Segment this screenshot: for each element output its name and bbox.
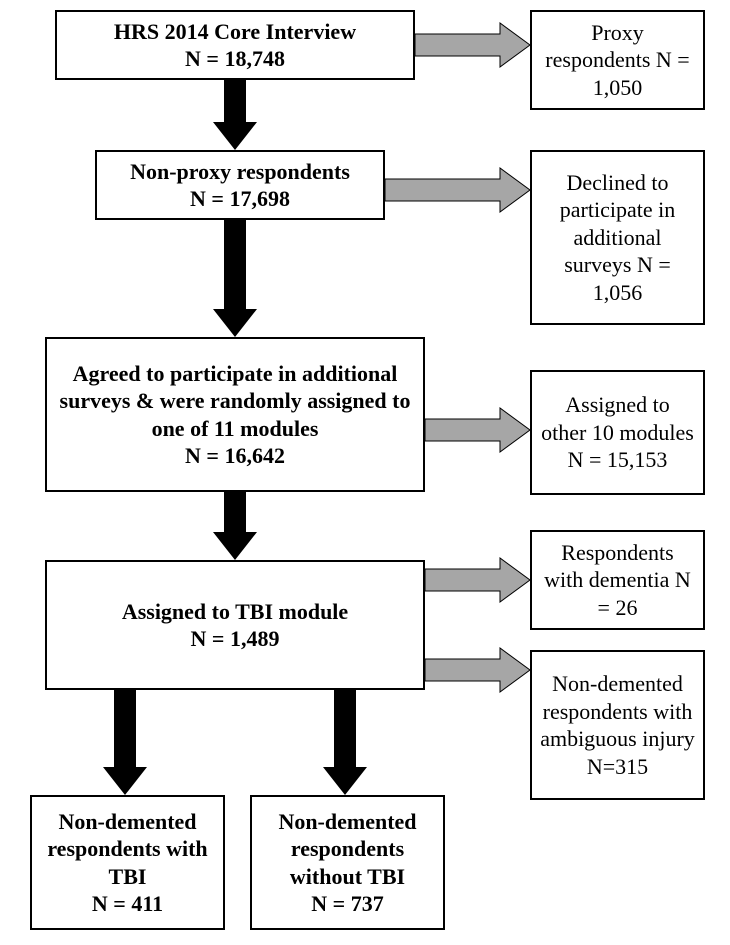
label-withouttbi-line1: Non-demented respondents without TBI bbox=[260, 808, 435, 891]
label-withtbi-line1: Non-demented respondents with TBI bbox=[40, 808, 215, 891]
label-nonproxy-line2: N = 17,698 bbox=[190, 185, 290, 213]
box-other-modules: Assigned to other 10 modules N = 15,153 bbox=[530, 370, 705, 495]
arrow-right-icon bbox=[385, 168, 530, 212]
label-ambig: Non-demented respondents with ambiguous … bbox=[540, 670, 695, 780]
box-agreed: Agreed to participate in additional surv… bbox=[45, 337, 425, 492]
label-core-line2: N = 18,748 bbox=[185, 45, 285, 73]
arrow-right-icon bbox=[425, 408, 530, 452]
arrow-down-icon bbox=[213, 80, 257, 150]
box-tbi-module: Assigned to TBI module N = 1,489 bbox=[45, 560, 425, 690]
label-declined: Declined to participate in additional su… bbox=[540, 169, 695, 307]
label-other10: Assigned to other 10 modules N = 15,153 bbox=[540, 391, 695, 474]
arrow-right-icon bbox=[415, 23, 530, 67]
arrow-down-icon bbox=[213, 492, 257, 560]
box-core-interview: HRS 2014 Core Interview N = 18,748 bbox=[55, 10, 415, 80]
label-tbi-line1: Assigned to TBI module bbox=[122, 598, 348, 626]
box-declined: Declined to participate in additional su… bbox=[530, 150, 705, 325]
arrow-down-icon bbox=[323, 690, 367, 795]
box-with-tbi: Non-demented respondents with TBI N = 41… bbox=[30, 795, 225, 930]
box-proxy: Proxy respondents N = 1,050 bbox=[530, 10, 705, 110]
label-dementia: Respondents with dementia N = 26 bbox=[540, 539, 695, 622]
label-withtbi-line2: N = 411 bbox=[92, 890, 163, 918]
box-without-tbi: Non-demented respondents without TBI N =… bbox=[250, 795, 445, 930]
box-ambiguous: Non-demented respondents with ambiguous … bbox=[530, 650, 705, 800]
label-nonproxy-line1: Non-proxy respondents bbox=[130, 158, 350, 186]
label-withouttbi-line2: N = 737 bbox=[311, 890, 383, 918]
arrow-down-icon bbox=[213, 220, 257, 337]
label-core-line1: HRS 2014 Core Interview bbox=[114, 18, 356, 46]
box-nonproxy: Non-proxy respondents N = 17,698 bbox=[95, 150, 385, 220]
label-agreed-line1: Agreed to participate in additional surv… bbox=[55, 360, 415, 443]
arrow-down-icon bbox=[103, 690, 147, 795]
box-dementia: Respondents with dementia N = 26 bbox=[530, 530, 705, 630]
arrow-right-icon bbox=[425, 648, 530, 692]
label-tbi-line2: N = 1,489 bbox=[191, 625, 280, 653]
label-agreed-line2: N = 16,642 bbox=[185, 442, 285, 470]
label-proxy: Proxy respondents N = 1,050 bbox=[540, 19, 695, 102]
arrow-right-icon bbox=[425, 558, 530, 602]
